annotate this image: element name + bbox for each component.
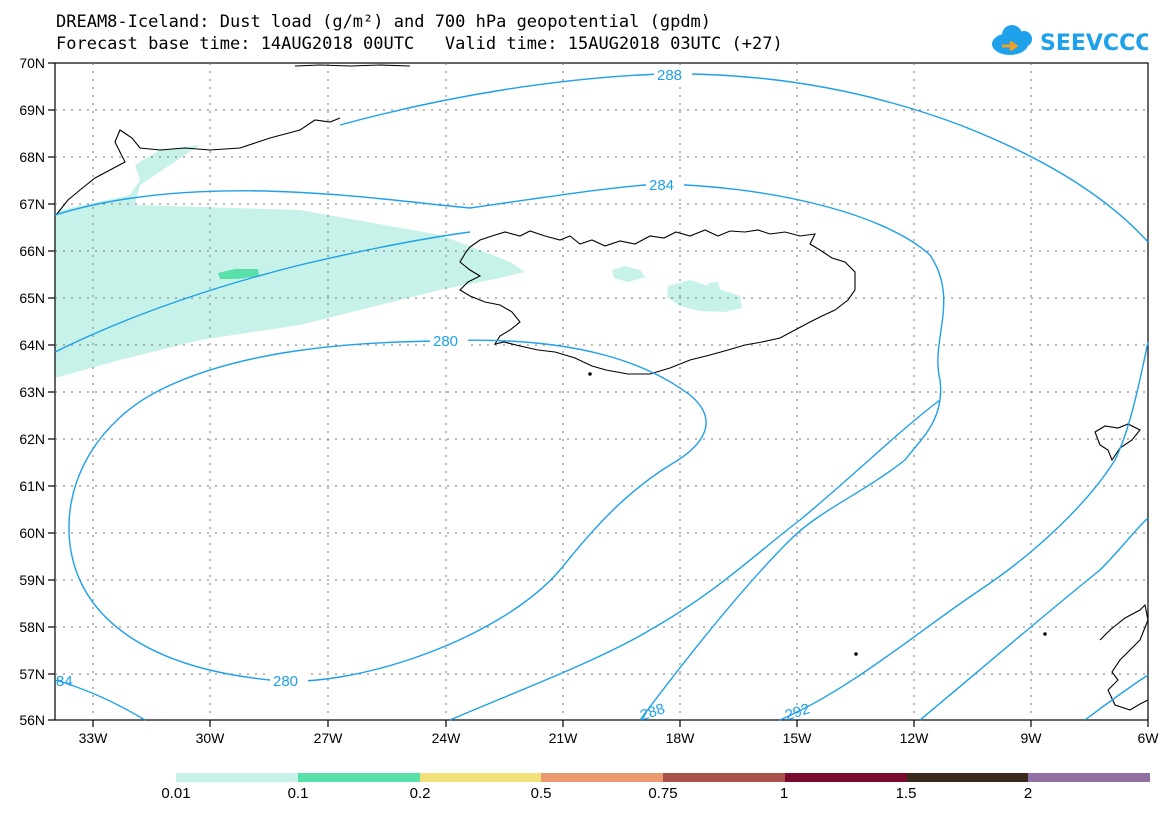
lat-label: 57N: [19, 666, 45, 682]
lat-label: 60N: [19, 525, 45, 541]
lat-label: 70N: [19, 55, 45, 71]
coastlines: [55, 64, 1149, 711]
scotland-coast: [1099, 603, 1149, 711]
lat-label: 68N: [19, 149, 45, 165]
lat-label: 56N: [19, 712, 45, 728]
axis-ticks: [48, 62, 1149, 727]
lat-label: 65N: [19, 290, 45, 306]
lon-label: 21W: [549, 730, 579, 746]
lon-label: 12W: [900, 730, 930, 746]
colorbar-swatch: [784, 773, 907, 782]
colorbar-swatch: [663, 773, 785, 782]
lat-label: 69N: [19, 102, 45, 118]
contour-label-284: 284: [649, 177, 674, 194]
colorbar-swatch: [419, 773, 542, 782]
contour-284-sw: [54, 679, 146, 721]
lat-label: 59N: [19, 572, 45, 588]
lat-label: 63N: [19, 384, 45, 400]
contour-label-280-bottom: 280: [273, 673, 298, 690]
lon-label: 27W: [314, 730, 344, 746]
seevccc-logo: SEEVCCC: [992, 25, 1148, 56]
colorbar-label: 0.2: [409, 785, 431, 802]
contour-label-292: 292: [783, 700, 812, 724]
contour-label-288-south: 288: [638, 700, 667, 724]
lon-label: 30W: [196, 730, 226, 746]
lat-label: 62N: [19, 431, 45, 447]
colorbar-swatch: [541, 773, 663, 782]
colorbar-label: 0.75: [648, 785, 678, 802]
colorbar-label: 2: [1023, 785, 1033, 802]
colorbar: [176, 773, 1150, 782]
contour-280-loop: [68, 339, 707, 682]
contour-296: [919, 517, 1149, 721]
contour-label-84-edge: 84: [56, 673, 73, 690]
contour-label-288-north: 288: [657, 67, 682, 84]
contour-300: [1084, 674, 1149, 721]
iceland-coast: [459, 229, 856, 375]
lat-label: 66N: [19, 243, 45, 259]
lat-label: 61N: [19, 478, 45, 494]
graticule: [55, 63, 1148, 720]
lon-label: 33W: [79, 730, 109, 746]
colorbar-swatch: [1028, 773, 1150, 782]
lon-label: 18W: [666, 730, 696, 746]
contour-292: [779, 341, 1149, 721]
cloud-icon: [992, 25, 1032, 55]
lon-label: 24W: [432, 730, 462, 746]
colorbar-label: 1: [779, 785, 789, 802]
map-subtitle: Forecast base time: 14AUG2018 00UTC Vali…: [56, 34, 783, 54]
lon-label: 6W: [1138, 730, 1160, 746]
colorbar-swatch: [906, 773, 1029, 782]
colorbar-label: 1.5: [895, 785, 917, 802]
lon-label: 15W: [783, 730, 813, 746]
colorbar-label: 0.5: [530, 785, 552, 802]
contour-label-280-top: 280: [433, 333, 458, 350]
dust-load-field: [55, 145, 742, 378]
colorbar-label: 0.1: [287, 785, 309, 802]
faroe-islands: [1094, 423, 1141, 462]
colorbar-swatch: [297, 773, 420, 782]
logo-text: SEEVCCC: [1040, 31, 1148, 56]
colorbar-swatch: [176, 773, 298, 782]
greenland-coast: [55, 117, 341, 216]
lat-label: 67N: [19, 196, 45, 212]
contour-288-south: [449, 399, 941, 721]
colorbar-label: 0.01: [161, 785, 191, 802]
lat-label: 64N: [19, 337, 45, 353]
lon-label: 9W: [1021, 730, 1043, 746]
contour-288-north: [339, 73, 1149, 243]
greenland-coast-east: [294, 64, 411, 67]
contour-280-outer: [54, 231, 471, 353]
contour-284-north: [54, 183, 945, 721]
lat-label: 58N: [19, 619, 45, 635]
map-title: DREAM8-Iceland: Dust load (g/m²) and 700…: [56, 12, 712, 32]
geopotential-contours: [54, 73, 1149, 721]
